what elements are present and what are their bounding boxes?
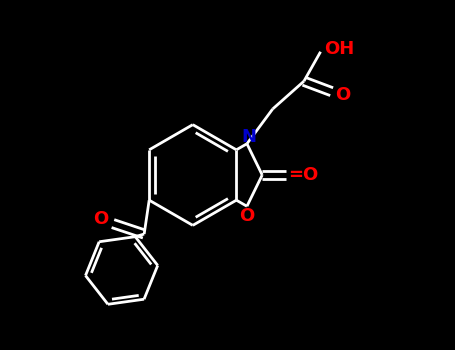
Text: =O: =O (288, 166, 319, 184)
Text: O: O (93, 210, 109, 229)
Text: O: O (239, 207, 254, 225)
Text: OH: OH (324, 40, 354, 58)
Text: O: O (335, 86, 350, 104)
Text: N: N (242, 128, 257, 147)
